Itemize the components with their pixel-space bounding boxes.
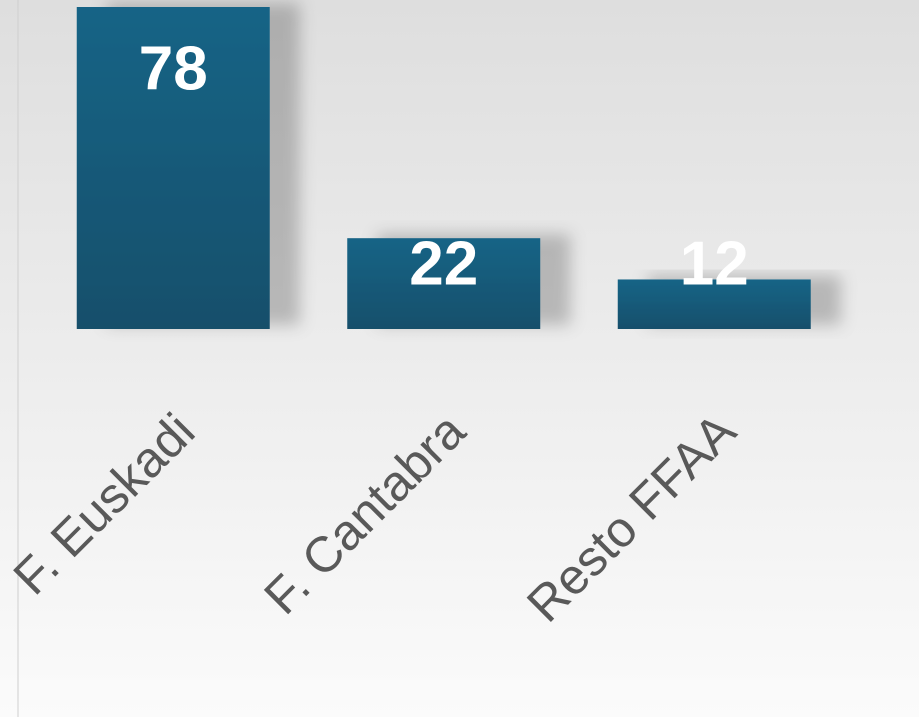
bar <box>617 279 811 329</box>
data-label: 78 <box>139 34 208 103</box>
data-label: 12 <box>680 229 749 298</box>
bar <box>76 7 270 329</box>
bar <box>347 238 541 329</box>
data-label: 22 <box>409 229 478 298</box>
